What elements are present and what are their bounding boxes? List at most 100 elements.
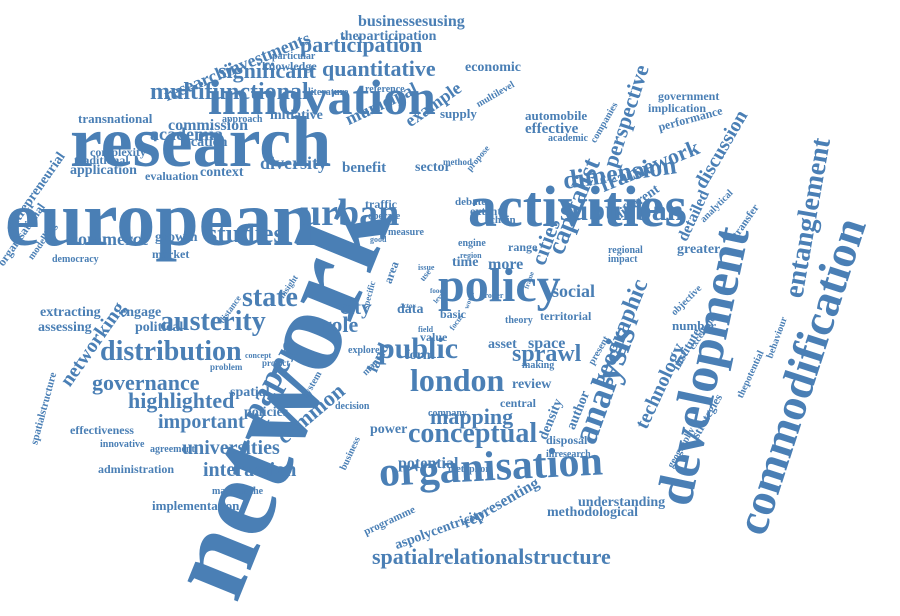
cloud-word-understanding: understanding (578, 495, 666, 510)
cloud-word-methodological: methodological (547, 505, 638, 520)
cloud-word-field: field (418, 325, 434, 334)
cloud-word-traditional: traditional (74, 153, 129, 167)
cloud-word-knowledge: knowledge (262, 59, 317, 73)
cloud-word-traffic: traffic (365, 197, 397, 211)
cloud-word-number: number (672, 318, 717, 333)
cloud-word-impact: impact (608, 254, 638, 265)
cloud-word-data: data (397, 302, 424, 317)
cloud-word-extracting: extracting (40, 305, 101, 320)
cloud-word-more: more (488, 256, 524, 273)
cloud-word-initiative: initiative (270, 108, 323, 123)
cloud-word-participation: participation (300, 32, 423, 57)
cloud-word-business: business (338, 435, 364, 472)
cloud-word-engine: engine (458, 238, 486, 249)
cloud-word-asset: asset (488, 337, 517, 352)
cloud-word-central: central (500, 396, 536, 410)
cloud-word-review: review (512, 377, 552, 392)
cloud-word-agreement: agreement (150, 444, 195, 455)
cloud-word-method: method (443, 157, 472, 167)
cloud-word-state: state (242, 282, 298, 313)
cloud-word-public: public (378, 332, 459, 365)
cloud-word-form: form (405, 348, 435, 363)
cloud-word-space: space (528, 335, 566, 352)
cloud-word-engage: engage (120, 305, 162, 320)
cloud-word-multifunctional: multifunctional (150, 79, 309, 105)
cloud-word-governance: governance (92, 370, 200, 395)
cloud-word-complexity: complexity (90, 145, 146, 159)
cloud-word-metaphor: metaphor (448, 464, 490, 475)
cloud-word-important: important (158, 411, 245, 433)
cloud-word-company: company (428, 408, 467, 419)
cloud-word-studies: studies (207, 219, 284, 248)
cloud-word-transnational: transnational (78, 111, 153, 126)
cloud-word-assessing: assessing (38, 320, 92, 335)
cloud-word-concept: concept (245, 351, 272, 360)
cloud-word-extent: extent (470, 204, 502, 218)
cloud-word-project: project (262, 358, 290, 368)
cloud-word-sector: sector (415, 160, 451, 175)
cloud-word-social: social (552, 281, 595, 301)
cloud-word-explore: explore (348, 345, 380, 356)
cloud-word-administration: administration (98, 462, 175, 476)
cloud-word-growth: growth (155, 230, 198, 245)
cloud-word-supply: supply (440, 106, 477, 121)
cloud-word-debate: debate (455, 196, 487, 208)
cloud-word-particular: particular (272, 51, 316, 62)
cloud-word-effectiveness: effectiveness (70, 423, 134, 437)
cloud-word-decision: decision (335, 401, 370, 412)
cloud-word-chain: chain (490, 214, 516, 226)
cloud-word-theparticipation: theparticipation (340, 29, 437, 44)
cloud-word-literature: literature (308, 87, 349, 98)
cloud-word-academic: academic (548, 133, 588, 144)
cloud-word-disposal: disposal (546, 433, 588, 447)
cloud-word-territorial: territorial (540, 309, 592, 323)
cloud-word-political: political (135, 320, 184, 335)
cloud-word-austerity: austerity (160, 306, 266, 337)
cloud-word-academia: academia (150, 124, 223, 144)
cloud-word-spatialstructure: spatialstructure (28, 371, 60, 446)
cloud-word-range: range (508, 240, 538, 254)
cloud-word-context: context (200, 165, 244, 180)
cloud-word-value: value (420, 330, 448, 344)
cloud-word-implication: implication (648, 101, 707, 115)
cloud-word-theory: theory (505, 315, 533, 326)
cloud-word-spatialrelationalstructure: spatialrelationalstructure (372, 544, 611, 569)
cloud-word-reference: reference (365, 84, 405, 95)
cloud-word-proper: proper (480, 291, 504, 300)
cloud-word-region: region (460, 251, 482, 260)
cloud-word-application: application (70, 163, 137, 178)
cloud-word-sprawl: sprawl (512, 341, 582, 367)
cloud-word-basic: basic (440, 307, 467, 321)
cloud-word-potential: potential (398, 455, 459, 472)
cloud-word-suburban: suburban (560, 194, 684, 227)
cloud-word-significant: significant (218, 58, 316, 83)
cloud-word-approach: approach (222, 114, 263, 125)
cloud-word-activities: activities (468, 174, 688, 239)
cloud-word-inresearch: inresearch (546, 449, 591, 460)
cloud-word-power: power (370, 422, 408, 437)
cloud-word-democracy: democracy (52, 254, 99, 265)
cloud-word-distribution: distribution (100, 336, 242, 367)
cloud-word-actor: actor (400, 302, 416, 310)
cloud-word-innovative: innovative (100, 439, 145, 450)
cloud-word-time: time (452, 255, 479, 270)
cloud-word-mappingthe: mappingthe (212, 486, 264, 497)
cloud-word-city: city (340, 297, 372, 319)
cloud-word-problem: problem (210, 362, 243, 372)
cloud-word-innovation: innovation (208, 69, 436, 125)
cloud-word-implementation: implementation (152, 498, 240, 513)
cloud-word-london: london (410, 362, 505, 398)
cloud-word-interaction: interaction (203, 459, 297, 481)
cloud-word-effective: effective (525, 121, 579, 137)
cloud-word-evaluation: evaluation (145, 169, 199, 183)
cloud-word-government: government (658, 89, 720, 103)
cloud-word-measure: measure (388, 227, 424, 238)
cloud-word-businessesusing: businessesusing (358, 13, 465, 30)
cloud-word-commission: commission (168, 117, 248, 134)
cloud-word-spatial: spatial (230, 385, 270, 400)
cloud-word-mapping: mapping (430, 404, 514, 429)
cloud-word-regional: regional (608, 245, 643, 256)
cloud-word-making: making (522, 360, 555, 371)
cloud-word-european: european (5, 175, 316, 262)
